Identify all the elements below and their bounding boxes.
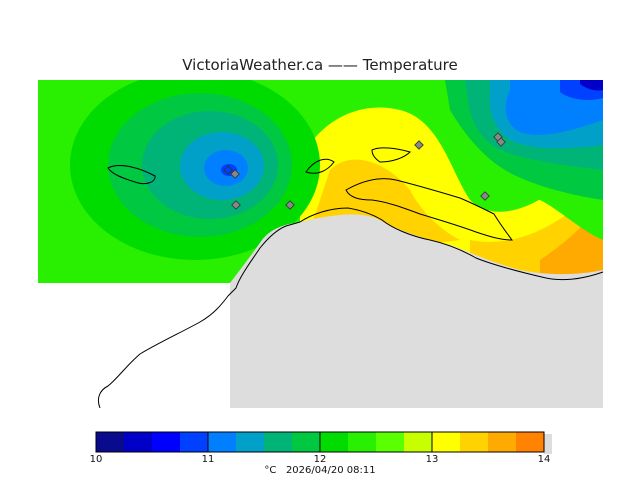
station-2 (231, 200, 241, 210)
colorbar-tick-10: 10 (89, 454, 103, 465)
colorbar-swatch (208, 432, 237, 452)
colorbar-swatch (320, 432, 349, 452)
footer: °C 2026/04/20 08:11 (0, 465, 640, 476)
colorbar-swatch (348, 432, 377, 452)
stations (223, 132, 506, 210)
colorbar-swatch (488, 432, 517, 452)
colorbar-swatch (264, 432, 293, 452)
colorbar-swatch (152, 432, 181, 452)
datetime-label: 2026/04/20 08:11 (285, 465, 376, 476)
colorbar-swatch (376, 432, 405, 452)
colorbar (95, 431, 552, 454)
station-3 (285, 200, 295, 210)
station-4 (414, 140, 424, 150)
colorbar-swatch (124, 432, 153, 452)
page-title: VictoriaWeather.ca —— Temperature (182, 56, 458, 74)
colorbar-shadow (544, 434, 552, 454)
station-8 (223, 165, 233, 175)
station-6 (496, 137, 506, 147)
temperature-field (38, 80, 603, 408)
colorbar-swatch (432, 432, 461, 452)
colorbar-swatch (180, 432, 209, 452)
colorbar-tick-13: 13 (425, 454, 439, 465)
coastline (97, 147, 604, 409)
colorbar-swatch (96, 432, 125, 452)
colorbar-swatch (292, 432, 321, 452)
station-1 (230, 169, 240, 179)
colorbar-tick-11: 11 (201, 454, 215, 465)
colorbar-tick-12: 12 (313, 454, 327, 465)
colorbar-swatch (236, 432, 265, 452)
colorbar-swatch (460, 432, 489, 452)
colorbar-swatch (516, 432, 545, 452)
station-7 (480, 191, 490, 201)
unit-label: °C (264, 465, 277, 476)
colorbar-tick-14: 14 (537, 454, 551, 465)
colorbar-swatch (404, 432, 433, 452)
